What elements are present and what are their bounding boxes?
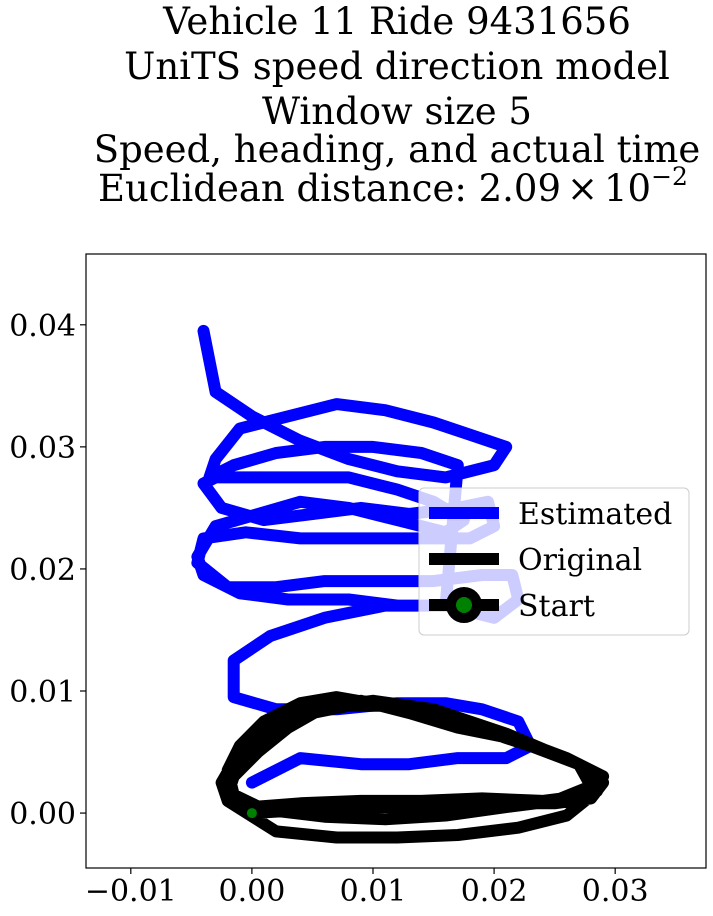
legend-estimated-label: Estimated [518,497,672,532]
y-tick-label: 0.00 [9,797,76,832]
title-power-exponent: −2 [651,162,688,191]
x-axis: −0.01 0.00 0.01 0.02 0.03 [85,868,649,909]
original-line [215,691,610,844]
estimated-line [191,324,537,789]
legend-box [418,487,690,636]
chart-title-line-5: Euclidean distance: 2.09 × 10−2 [98,162,688,210]
x-tick-label: 0.00 [219,874,286,909]
y-tick-label: 0.04 [9,309,76,344]
title-distance-prefix: Euclidean distance: 2.09 [98,167,561,210]
start-point [246,808,257,819]
legend-original-label: Original [518,543,642,578]
chart-title-line-4: Speed, heading, and actual time [94,128,701,171]
y-axis: 0.00 0.01 0.02 0.03 0.04 [9,309,86,832]
legend-start-marker [446,587,482,623]
chart-title-line-1: Vehicle 11 Ride 9431656 [162,0,631,43]
title-times-sign: × [567,167,598,210]
plot-frame [85,253,707,869]
series-layer [191,324,610,844]
x-tick-label: −0.01 [85,874,177,909]
legend-start-label: Start [518,589,595,624]
legend: Estimated Original Start [418,487,690,636]
x-tick-label: 0.03 [582,874,649,909]
y-tick-label: 0.01 [9,675,76,710]
chart-title-line-2: UniTS speed direction model [124,45,670,88]
x-tick-label: 0.02 [461,874,528,909]
chart-title-line-3: Window size 5 [262,90,532,133]
y-tick-label: 0.02 [9,553,76,588]
x-tick-label: 0.01 [340,874,407,909]
y-tick-label: 0.03 [9,431,76,466]
title-power-base: 10 [604,167,651,210]
